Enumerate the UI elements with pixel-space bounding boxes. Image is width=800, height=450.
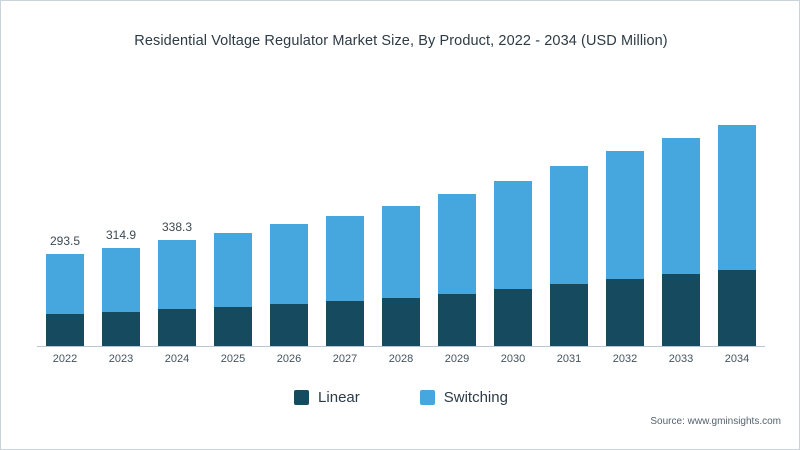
bar-segment-linear — [438, 293, 476, 346]
bar-segment-linear — [46, 313, 84, 346]
x-axis-label-2026: 2026 — [276, 353, 302, 365]
bar-segment-switching — [46, 254, 84, 314]
legend-swatch-linear — [294, 390, 310, 405]
bar-2031[interactable] — [550, 166, 588, 346]
x-axis-label-2022: 2022 — [52, 353, 78, 365]
bar-segment-switching — [382, 205, 420, 298]
bar-segment-switching — [662, 137, 700, 275]
x-axis-label-2029: 2029 — [444, 353, 470, 365]
bar-segment-linear — [214, 306, 252, 346]
source-note: Source: www.gminsights.com — [650, 416, 781, 427]
bar-segment-switching — [270, 224, 308, 304]
bar-value-label-2023: 314.9 — [105, 227, 137, 242]
bar-segment-switching — [214, 232, 252, 307]
bar-segment-switching — [102, 247, 140, 312]
bar-segment-switching — [158, 240, 196, 310]
x-axis-label-2034: 2034 — [724, 353, 750, 365]
bar-value-label-2024: 338.3 — [161, 220, 193, 235]
bar-2025[interactable] — [214, 232, 252, 346]
bar-segment-switching — [606, 151, 644, 279]
bar-segment-linear — [606, 278, 644, 346]
x-axis-label-2027: 2027 — [332, 353, 358, 365]
bar-segment-switching — [326, 215, 364, 301]
x-axis-label-2032: 2032 — [612, 353, 638, 365]
bar-2033[interactable] — [662, 137, 700, 346]
legend-label-switching: Switching — [443, 389, 508, 406]
chart-legend: Linear Switching — [1, 389, 799, 406]
bar-segment-switching — [494, 181, 532, 290]
legend-item-switching: Switching — [419, 389, 508, 406]
bar-segment-linear — [102, 311, 140, 346]
bar-segment-linear — [382, 297, 420, 346]
x-axis-label-2028: 2028 — [388, 353, 414, 365]
bar-value-label-2022: 293.5 — [49, 234, 81, 249]
bar-segment-switching — [438, 194, 476, 294]
bar-segment-linear — [158, 309, 196, 346]
x-axis-label-2031: 2031 — [556, 353, 582, 365]
bar-segment-linear — [494, 289, 532, 346]
bar-segment-linear — [270, 303, 308, 346]
plot-area — [37, 96, 765, 346]
bar-segment-linear — [718, 270, 756, 346]
bar-2026[interactable] — [270, 224, 308, 346]
bar-segment-linear — [662, 274, 700, 346]
bar-segment-linear — [550, 283, 588, 346]
chart-title: Residential Voltage Regulator Market Siz… — [134, 33, 668, 49]
bar-2029[interactable] — [438, 194, 476, 346]
bar-segment-switching — [550, 166, 588, 284]
x-axis-label-2033: 2033 — [668, 353, 694, 365]
legend-label-linear: Linear — [318, 389, 360, 406]
bar-2022[interactable] — [46, 254, 84, 346]
x-axis-label-2024: 2024 — [164, 353, 190, 365]
x-axis-label-2023: 2023 — [108, 353, 134, 365]
bar-2024[interactable] — [158, 240, 196, 346]
bar-segment-switching — [718, 125, 756, 271]
bar-2027[interactable] — [326, 215, 364, 346]
x-axis-line — [37, 346, 765, 347]
bar-2034[interactable] — [718, 125, 756, 346]
bar-2023[interactable] — [102, 247, 140, 346]
x-axis-label-2025: 2025 — [220, 353, 246, 365]
legend-item-linear: Linear — [294, 389, 360, 406]
bar-segment-linear — [326, 301, 364, 346]
legend-swatch-switching — [419, 390, 435, 405]
bar-2028[interactable] — [382, 205, 420, 346]
bar-2030[interactable] — [494, 181, 532, 346]
bar-2032[interactable] — [606, 151, 644, 346]
x-axis-label-2030: 2030 — [500, 353, 526, 365]
